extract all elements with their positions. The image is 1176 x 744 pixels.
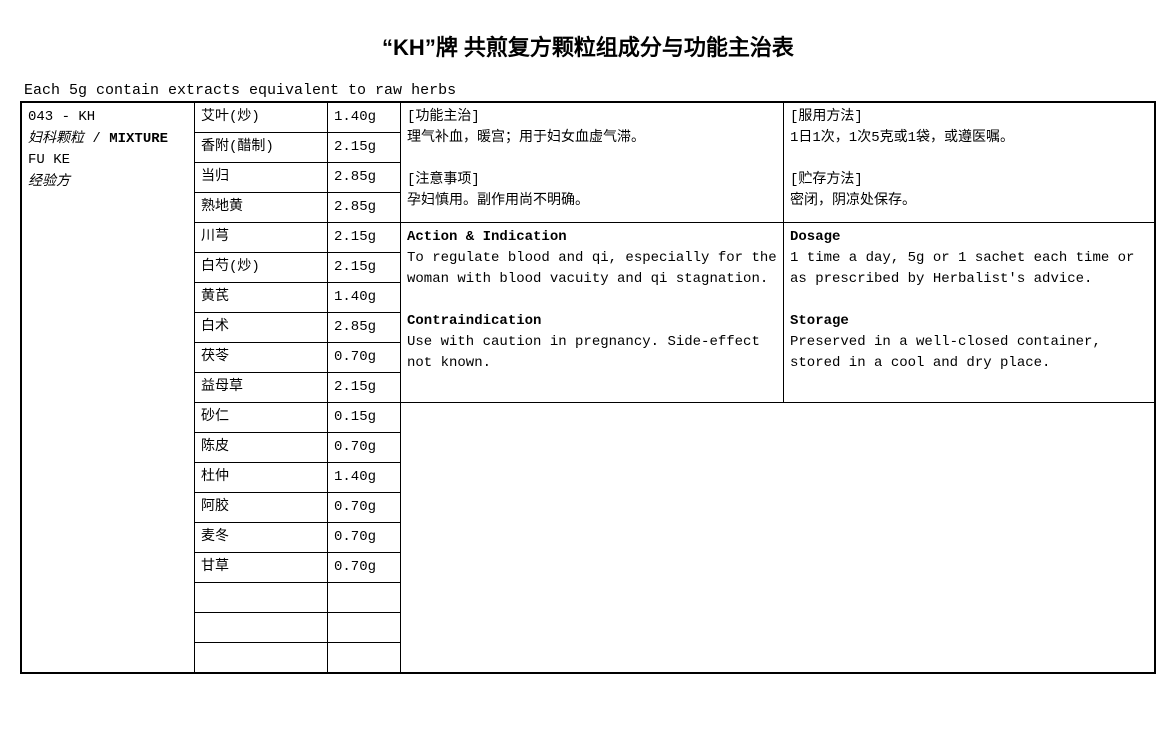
cn-dosage-text: 1日1次，1次5克或1袋，或遵医嘱。 (790, 128, 1148, 149)
herb-amount: 2.85g (328, 163, 401, 193)
info-en-dosage: Dosage1 time a day, 5g or 1 sachet each … (784, 223, 1156, 403)
cn-action-head: [功能主治] (407, 107, 777, 128)
herb-amount: 2.15g (328, 373, 401, 403)
herb-amount: 1.40g (328, 463, 401, 493)
page-title: “KH”牌 共煎复方颗粒组成分与功能主治表 (20, 30, 1156, 62)
en-action-text: To regulate blood and qi, especially for… (407, 248, 777, 290)
herb-amount: 2.85g (328, 193, 401, 223)
herb-name: 川芎 (195, 223, 328, 253)
info-en-action: Action & IndicationTo regulate blood and… (401, 223, 784, 403)
product-code: 043 - KH (28, 109, 95, 125)
cn-dosage-head: [服用方法] (790, 107, 1148, 128)
page-subtitle: Each 5g contain extracts equivalent to r… (24, 82, 1156, 99)
herb-amount: 1.40g (328, 283, 401, 313)
info-cn-dosage: [服用方法]1日1次，1次5克或1袋，或遵医嘱。 [贮存方法]密闭，阴凉处保存。 (784, 102, 1156, 223)
en-storage-text: Preserved in a well-closed container, st… (790, 332, 1148, 374)
herb-name: 杜仲 (195, 463, 328, 493)
herb-amount: 2.15g (328, 253, 401, 283)
herb-amount: 0.70g (328, 553, 401, 583)
composition-table: 043 - KH妇科颗粒 / MIXTUREFU KE经验方艾叶(炒)1.40g… (20, 101, 1156, 674)
en-caution-head: Contraindication (407, 311, 777, 332)
herb-amount: 0.70g (328, 523, 401, 553)
herb-name: 艾叶(炒) (195, 102, 328, 133)
herb-name: 阿胶 (195, 493, 328, 523)
herb-name: 白芍(炒) (195, 253, 328, 283)
herb-name (195, 583, 328, 613)
table-row: 043 - KH妇科颗粒 / MIXTUREFU KE经验方艾叶(炒)1.40g… (21, 102, 1155, 133)
product-name-cn: 妇科颗粒 (28, 131, 84, 146)
blank-area (401, 403, 1156, 674)
cn-caution-head: [注意事项] (407, 170, 777, 191)
herb-name: 熟地黄 (195, 193, 328, 223)
herb-amount: 2.15g (328, 133, 401, 163)
herb-name: 茯苓 (195, 343, 328, 373)
herb-name: 香附(醋制) (195, 133, 328, 163)
herb-name: 砂仁 (195, 403, 328, 433)
en-caution-text: Use with caution in pregnancy. Side-effe… (407, 332, 777, 374)
info-cn-action: [功能主治]理气补血，暖宫；用于妇女血虚气滞。 [注意事项]孕妇慎用。副作用尚不明… (401, 102, 784, 223)
herb-amount (328, 613, 401, 643)
cn-storage-head: [贮存方法] (790, 170, 1148, 191)
en-action-head: Action & Indication (407, 227, 777, 248)
herb-name (195, 613, 328, 643)
cn-caution-text: 孕妇慎用。副作用尚不明确。 (407, 191, 777, 212)
cn-action-text: 理气补血，暖宫；用于妇女血虚气滞。 (407, 128, 777, 149)
herb-amount (328, 643, 401, 674)
herb-amount: 0.15g (328, 403, 401, 433)
herb-amount: 0.70g (328, 433, 401, 463)
product-cell: 043 - KH妇科颗粒 / MIXTUREFU KE经验方 (21, 102, 195, 673)
en-dosage-text: 1 time a day, 5g or 1 sachet each time o… (790, 248, 1148, 290)
herb-amount: 0.70g (328, 343, 401, 373)
cn-storage-text: 密闭，阴凉处保存。 (790, 191, 1148, 212)
herb-name: 麦冬 (195, 523, 328, 553)
herb-amount: 1.40g (328, 102, 401, 133)
herb-name: 当归 (195, 163, 328, 193)
herb-name: 陈皮 (195, 433, 328, 463)
herb-amount: 2.15g (328, 223, 401, 253)
product-source: 经验方 (28, 174, 70, 189)
product-mixture: MIXTURE (109, 131, 168, 147)
herb-amount (328, 583, 401, 613)
herb-name: 甘草 (195, 553, 328, 583)
herb-name: 黄芪 (195, 283, 328, 313)
herb-name (195, 643, 328, 674)
product-name-pinyin: FU KE (28, 152, 70, 168)
en-storage-head: Storage (790, 311, 1148, 332)
en-dosage-head: Dosage (790, 227, 1148, 248)
herb-name: 白术 (195, 313, 328, 343)
herb-name: 益母草 (195, 373, 328, 403)
herb-amount: 2.85g (328, 313, 401, 343)
herb-amount: 0.70g (328, 493, 401, 523)
